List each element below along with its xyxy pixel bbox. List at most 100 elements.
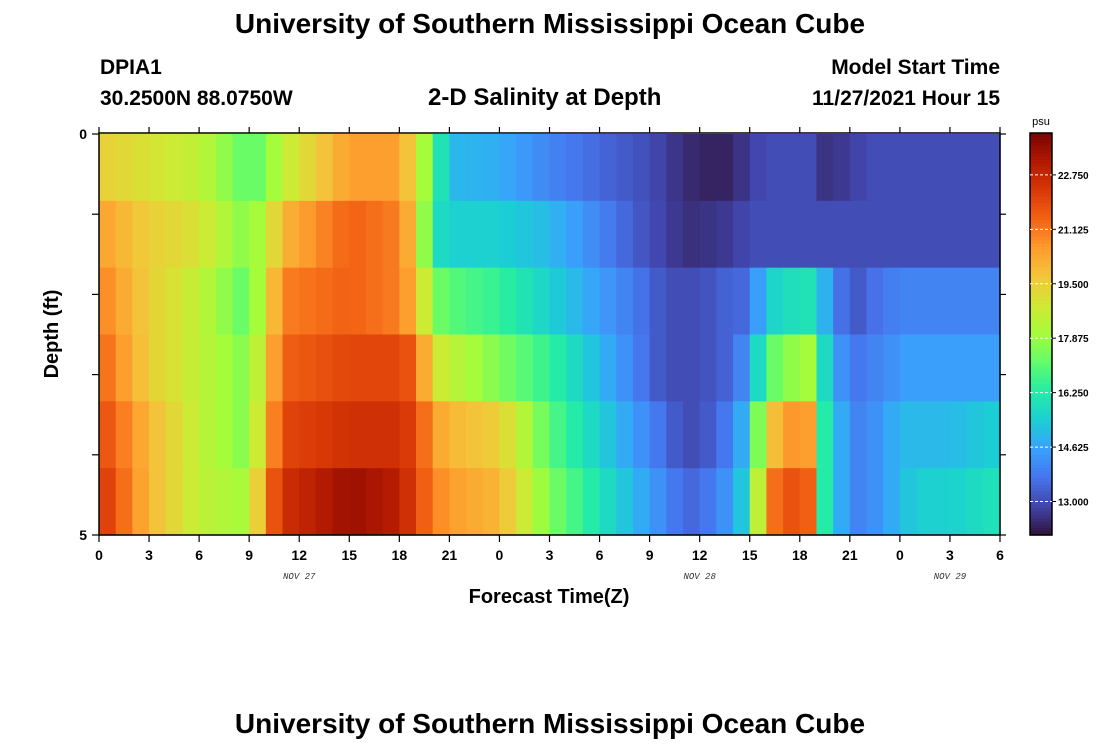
heatmap-cell	[949, 401, 968, 469]
heatmap-cell	[382, 200, 400, 269]
colorbar-segment	[1030, 267, 1052, 271]
heatmap-cell	[182, 401, 200, 469]
colorbar-segment	[1030, 377, 1052, 382]
colorbar-segment	[1030, 360, 1052, 365]
heatmap-cell	[499, 334, 517, 402]
colorbar-segment	[1030, 256, 1052, 261]
heatmap-cell	[232, 267, 250, 336]
heatmap-cell	[332, 134, 350, 202]
heatmap-cell	[649, 401, 667, 469]
heatmap-cell	[866, 468, 884, 536]
heatmap-cell	[682, 267, 701, 336]
heatmap-cell	[933, 334, 951, 402]
colorbar-segment	[1030, 273, 1052, 278]
heatmap-cell	[516, 468, 534, 536]
heatmap-cell	[115, 334, 133, 402]
heatmap-cell	[599, 334, 617, 402]
heatmap-cell	[115, 401, 133, 469]
heatmap-cell	[682, 134, 701, 202]
heatmap-cell	[265, 134, 284, 202]
heatmap-cell	[833, 334, 851, 402]
heatmap-cell	[649, 200, 667, 269]
colorbar-tick-label: 16.250	[1058, 389, 1089, 400]
heatmap-cell	[199, 200, 217, 269]
heatmap-cell	[799, 334, 818, 402]
colorbar-segment	[1030, 370, 1052, 375]
colorbar-segment	[1030, 183, 1052, 188]
heatmap-cell	[165, 401, 184, 469]
heatmap-cell	[716, 200, 734, 269]
heatmap-cell	[382, 267, 400, 336]
heatmap-cell	[182, 334, 200, 402]
model-start-label: Model Start Time	[831, 56, 1000, 79]
colorbar-segment	[1030, 327, 1052, 332]
heatmap-cell	[282, 468, 300, 536]
colorbar-segment	[1030, 133, 1052, 137]
heatmap-cell	[416, 267, 434, 336]
heatmap-cell	[199, 468, 217, 536]
heatmap-cell	[933, 134, 951, 202]
heatmap-cell	[432, 134, 450, 202]
heatmap-cell	[432, 401, 450, 469]
heatmap-cell	[682, 200, 701, 269]
heatmap-cell	[983, 134, 1001, 202]
heatmap-cell	[716, 401, 734, 469]
colorbar-segment	[1030, 156, 1052, 161]
heatmap-cell	[249, 468, 267, 536]
heatmap-cell	[115, 134, 133, 202]
colorbar-segment	[1030, 179, 1052, 184]
x-tick-label: 15	[341, 547, 357, 563]
heatmap-cell	[482, 134, 501, 202]
colorbar-segment	[1030, 166, 1052, 171]
heatmap-cell	[632, 134, 651, 202]
colorbar-segment	[1030, 434, 1052, 439]
heatmap-cell	[399, 267, 417, 336]
heatmap-cell	[766, 134, 784, 202]
heatmap-cell	[99, 468, 117, 536]
colorbar-segment	[1030, 407, 1052, 412]
y-tick-label: 0	[79, 126, 87, 142]
colorbar-segment	[1030, 437, 1052, 442]
heatmap-cell	[315, 200, 334, 269]
heatmap-cell	[332, 267, 350, 336]
colorbar-segment	[1030, 303, 1052, 308]
heatmap-cell	[549, 401, 567, 469]
heatmap-cell	[282, 200, 300, 269]
heatmap-cell	[816, 334, 834, 402]
colorbar-segment	[1030, 461, 1052, 466]
colorbar-segment	[1030, 270, 1052, 275]
heatmap-cell	[265, 401, 284, 469]
heatmap-cell	[766, 200, 784, 269]
colorbar-segment	[1030, 230, 1052, 235]
heatmap-cell	[249, 267, 267, 336]
heatmap-cell	[365, 200, 384, 269]
heatmap-cell	[149, 401, 167, 469]
colorbar-segment	[1030, 508, 1052, 513]
heatmap-cell	[332, 334, 350, 402]
colorbar-segment	[1030, 307, 1052, 312]
heatmap-cell	[249, 401, 267, 469]
heatmap-cell	[966, 267, 984, 336]
heatmap-cell	[983, 200, 1001, 269]
x-tick-label: 12	[291, 547, 307, 563]
heatmap-cell	[466, 401, 484, 469]
colorbar-segment	[1030, 514, 1052, 519]
heatmap-cell	[466, 334, 484, 402]
heatmap-cell	[833, 134, 851, 202]
heatmap-cell	[132, 200, 150, 269]
heatmap-cell	[232, 134, 250, 202]
colorbar-segment	[1030, 427, 1052, 432]
heatmap-cell	[265, 267, 284, 336]
colorbar-segment	[1030, 246, 1052, 251]
heatmap-cell	[382, 468, 400, 536]
colorbar-segment	[1030, 394, 1052, 399]
heatmap-cell	[899, 468, 918, 536]
colorbar-segment	[1030, 176, 1052, 181]
heatmap-cell	[582, 200, 601, 269]
heatmap-cell	[232, 401, 250, 469]
heatmap-cell	[599, 468, 617, 536]
heatmap-cell	[616, 200, 634, 269]
heatmap-cell	[99, 401, 117, 469]
heatmap-cell	[349, 468, 367, 536]
